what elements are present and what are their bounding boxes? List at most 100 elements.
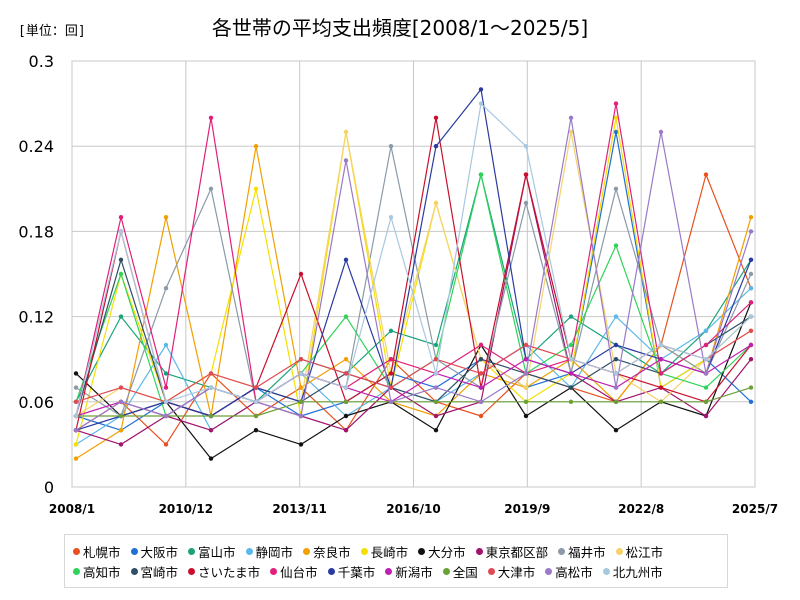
data-point [703,413,709,419]
legend-label: 仙台市 [280,564,318,580]
data-point [748,342,754,348]
data-point [343,413,349,419]
data-point [388,385,394,390]
y-tick-label: 0.18 [18,222,54,241]
data-point [253,186,259,191]
data-point [658,357,664,362]
legend-label: 奈良市 [313,544,351,560]
data-point [613,314,619,319]
data-point [388,371,394,376]
legend-marker-icon [602,567,610,575]
data-point [73,385,79,390]
data-point [478,371,484,376]
legend-marker-icon [270,567,278,575]
data-point [118,215,124,220]
legend-item: 大分市 [418,541,466,561]
unit-label: [単位：回] [18,24,86,39]
data-point [298,385,304,390]
legend-label: 新潟市 [395,564,433,580]
data-point [388,399,394,404]
legend-item: 大津市 [487,561,536,581]
legend-item: 松江市 [615,541,663,561]
data-point [163,371,169,376]
legend-item: 大阪市 [130,541,178,561]
legend-label: 長崎市 [370,544,409,560]
data-point [298,357,304,362]
data-point [748,328,754,333]
data-point [568,314,574,319]
legend-label: 札幌市 [83,544,121,560]
legend-marker-icon [442,567,450,575]
legend-item: さいたま市 [188,561,260,581]
legend-label: 大津市 [497,564,536,580]
legend-label: 全国 [452,564,478,580]
data-point [73,456,79,461]
data-point [748,399,754,404]
data-point [388,328,394,333]
data-point [523,172,529,177]
data-point [748,314,754,319]
legend-label: 千葉市 [337,564,376,580]
data-point [73,371,79,376]
data-point [343,385,349,390]
data-point [208,371,214,376]
x-tick-label: 2008/1 [49,502,95,516]
data-point [118,271,124,277]
data-point [163,286,169,291]
data-point [478,172,484,177]
data-point [703,342,709,348]
legend-marker-icon [385,567,393,575]
legend-marker-icon [558,547,566,555]
legend-label: 高松市 [555,564,593,580]
data-point [433,413,439,419]
series-line [75,302,752,460]
data-point [433,385,439,390]
data-point [478,342,484,348]
data-point [118,413,124,419]
data-point [298,442,304,447]
data-point [568,399,574,404]
data-point [163,385,169,390]
data-point [748,385,754,390]
data-point [523,399,529,404]
data-point [613,243,619,248]
data-point [253,399,259,404]
legend-marker-icon [475,547,483,555]
data-point [208,385,214,390]
data-point [613,428,619,433]
data-point [478,87,484,92]
data-point [748,257,754,262]
chart-series [73,87,754,461]
data-point [343,399,349,404]
data-point [433,144,439,149]
data-point [748,215,754,220]
legend-label: 福井市 [568,544,606,560]
data-point [208,115,214,121]
legend-marker-icon [615,547,623,555]
legend-marker-icon [130,567,138,575]
legend-marker-icon [188,547,196,555]
data-point [613,115,619,121]
legend-label: 北九州市 [612,564,663,580]
legend-item: 東京都区部 [475,541,548,561]
y-tick-label: 0.12 [18,308,54,327]
x-tick-label: 2016/10 [386,502,440,516]
data-point [163,442,169,447]
data-point [253,413,259,419]
legend-marker-icon [188,567,196,575]
data-point [613,357,619,362]
data-point [523,144,529,149]
series-line [75,102,752,417]
data-point [343,314,349,319]
data-point [343,357,349,362]
data-point [478,399,484,404]
data-point [658,129,664,135]
data-point [568,357,574,362]
legend-marker-icon [360,547,368,555]
legend-item: 奈良市 [303,541,351,561]
data-point [523,413,529,419]
data-point [388,215,394,220]
data-point [703,328,709,333]
chart-legend: 札幌市 大阪市 富山市 静岡市 奈良市 長崎市 大分市 東京都区部 福井市 松江市 高知市 宮崎市 さい… [64,534,728,588]
data-point [748,357,754,362]
